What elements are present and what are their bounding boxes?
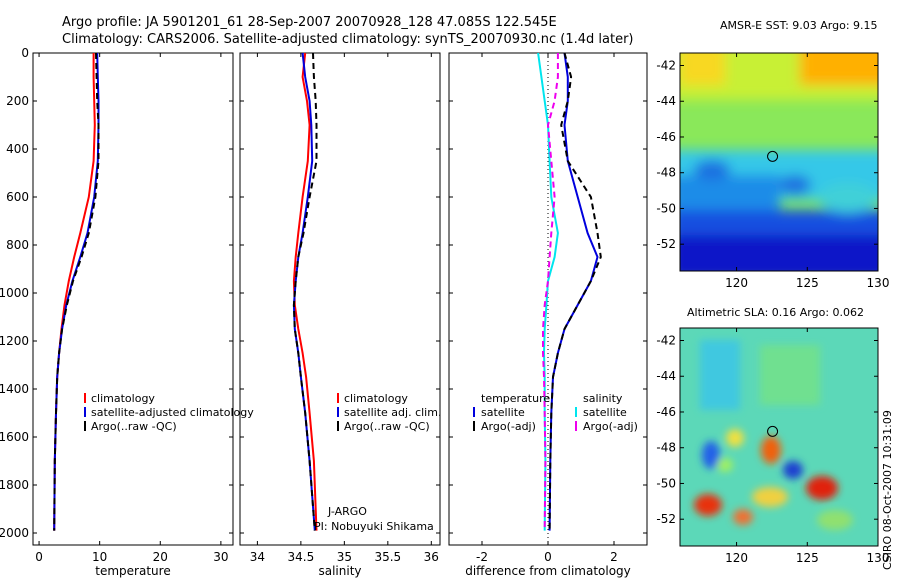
y-tick-label: -46 (656, 130, 676, 144)
y-tick-label: -52 (656, 237, 676, 251)
y-tick-label: 1600 (0, 430, 29, 444)
y-tick-label: 400 (6, 142, 29, 156)
legend-diff: temperature salinity satellite Argo(-adj… (473, 392, 638, 433)
y-tick-label: -44 (656, 94, 676, 108)
sst-map-image (680, 53, 878, 271)
y-tick-label: 1200 (0, 334, 29, 348)
y-tick-label: -50 (656, 476, 676, 490)
x-tick-label: 120 (725, 551, 748, 565)
series-temp-satellite (53, 52, 100, 531)
argo-location-marker (767, 425, 779, 437)
series-diff-sal-argo (542, 53, 559, 531)
sla-title: Altimetric SLA: 0.16 Argo: 0.062 (687, 306, 864, 319)
y-tick-label: 1400 (0, 382, 29, 396)
y-tick-label: 2000 (0, 526, 29, 540)
x-tick-label: 35.5 (374, 550, 401, 564)
series-temp-argo (53, 52, 100, 531)
series-temp-climatology (53, 53, 96, 531)
y-tick-label: -48 (656, 441, 676, 455)
legend-diff-sargo-label: Argo(-adj) (583, 420, 638, 433)
legend-diff-sal-title: salinity (583, 392, 623, 405)
y-tick-label: 800 (6, 238, 29, 252)
legend-diff-ssat-label: satellite (583, 406, 627, 419)
series-salt-satellite (292, 52, 316, 531)
sla-map-image (680, 328, 878, 546)
x-tick-label: 125 (796, 551, 819, 565)
legend-salt: climatology satellite adj. clim. Argo(..… (314, 392, 441, 533)
x-tick-label: 30 (213, 550, 228, 564)
x-tick-label: 0 (544, 550, 552, 564)
y-tick-label: -52 (656, 512, 676, 526)
legend-temp-sat-label: satellite-adjusted climatology (91, 406, 254, 419)
series-salt-climatology (292, 52, 318, 531)
sst-title: AMSR-E SST: 9.03 Argo: 9.15 (720, 19, 878, 32)
x-tick-label: -2 (476, 550, 488, 564)
series-diff-temp-argo (548, 52, 602, 531)
y-tick-label: 1000 (0, 286, 29, 300)
legend-temp-argo-label: Argo(..raw -QC) (91, 420, 177, 433)
x-tick-label: 35 (337, 550, 352, 564)
x-tick-label: 130 (867, 276, 890, 290)
argo-location-marker (767, 150, 779, 162)
x-tick-label: 20 (153, 550, 168, 564)
y-tick-label: 600 (6, 190, 29, 204)
x-tick-label: 2 (610, 550, 618, 564)
x-axis-label-salt: salinity (318, 564, 361, 578)
annotation-pi: PI: Nobuyuki Shikama (314, 520, 434, 533)
x-tick-label: 10 (92, 550, 107, 564)
y-tick-label: -46 (656, 405, 676, 419)
x-tick-label: 0 (35, 550, 43, 564)
x-tick-label: 34.5 (288, 550, 315, 564)
legend-salt-clim-label: climatology (344, 392, 408, 405)
x-tick-label: 130 (867, 551, 890, 565)
x-tick-label: 125 (796, 276, 819, 290)
plot-frame-temp (32, 52, 234, 546)
x-axis-label-temp: temperature (95, 564, 170, 578)
x-axis-label-diff: difference from climatology (465, 564, 631, 578)
y-tick-label: -48 (656, 166, 676, 180)
y-tick-label: 0 (21, 46, 29, 60)
y-tick-label: -42 (656, 334, 676, 348)
y-tick-label: -44 (656, 369, 676, 383)
x-tick-label: 120 (725, 276, 748, 290)
legend-temp-clim-label: climatology (91, 392, 155, 405)
y-tick-label: 200 (6, 94, 29, 108)
plot-frame-sst (679, 52, 879, 272)
series-diff-temp-satellite (548, 52, 599, 531)
legend-diff-temp-title: temperature (481, 392, 550, 405)
x-tick-label: 34 (250, 550, 265, 564)
y-tick-label: -42 (656, 59, 676, 73)
x-tick-label: 36 (424, 550, 439, 564)
annotation-jargo: J-ARGO (327, 505, 367, 518)
y-tick-label: 1800 (0, 478, 29, 492)
legend-temp: climatology satellite-adjusted climatolo… (84, 392, 254, 433)
y-tick-label: -50 (656, 201, 676, 215)
plot-frame-salt (239, 52, 441, 546)
legend-diff-tsat-label: satellite (481, 406, 525, 419)
legend-salt-sat-label: satellite adj. clim. (344, 406, 441, 419)
header-line1: Argo profile: JA 5901201_61 28-Sep-2007 … (62, 15, 557, 30)
plot-frame-sla (679, 327, 879, 547)
legend-salt-argo-label: Argo(..raw -QC) (344, 420, 430, 433)
legend-diff-targo-label: Argo(-adj) (481, 420, 536, 433)
side-label: CSIRO 08-Oct-2007 10:31:09 (881, 410, 894, 570)
header-line2: Climatology: CARS2006. Satellite-adjuste… (62, 32, 634, 47)
series-salt-argo (292, 52, 318, 531)
